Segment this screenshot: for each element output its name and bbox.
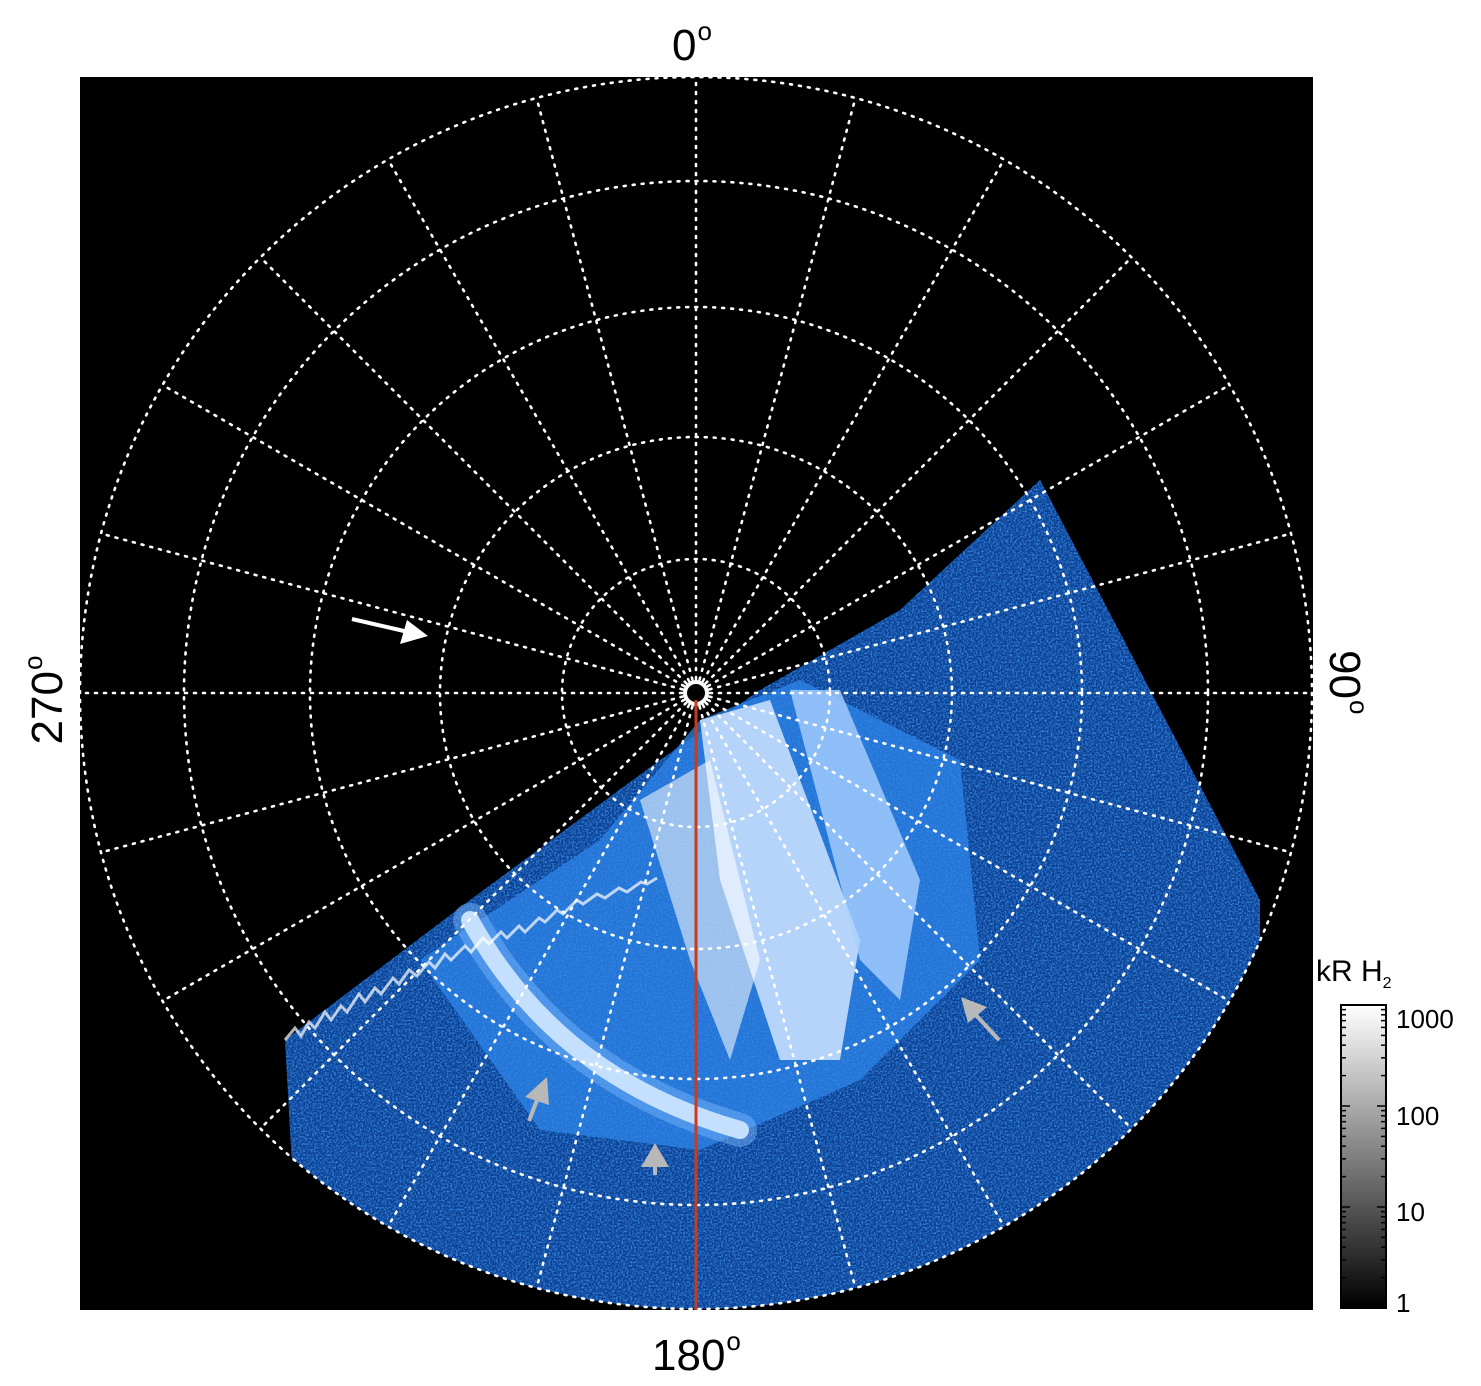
longitude-line (535, 705, 694, 1290)
longitude-line (386, 158, 691, 683)
pole-marker-dot (692, 689, 700, 697)
longitude-line (708, 532, 1293, 691)
colorbar-tick-label: 10 (1396, 1197, 1425, 1227)
longitude-label-0: 0o (672, 16, 712, 70)
aurora-bright-streak-2 (790, 690, 920, 1000)
colorbar-ticks (1341, 1004, 1386, 1309)
longitude-line (99, 532, 684, 691)
terminator-edge (283, 876, 658, 1041)
aurora-bright-streak-1 (700, 700, 860, 1060)
longitude-line (701, 158, 1006, 683)
longitude-line (704, 701, 1133, 1130)
arrow-gray-right (961, 997, 1001, 1042)
longitude-line (706, 698, 1231, 1003)
longitude-line (99, 695, 684, 854)
arrow-gray-bottom (641, 1143, 669, 1175)
longitude-line (706, 383, 1231, 688)
longitude-line (698, 96, 857, 681)
aurora-emission (283, 480, 1260, 1309)
arrow-gray-left (525, 1077, 549, 1122)
aurora-bright-streak-3 (640, 760, 760, 1060)
longitude-label-180: 180o (652, 1326, 741, 1380)
auroral-main-oval-glow (453, 903, 757, 1147)
longitude-line (386, 703, 691, 1228)
longitude-line (259, 701, 688, 1130)
longitude-line (708, 695, 1293, 854)
colorbar-tick-label: 1000 (1396, 1004, 1454, 1034)
colorbar-title: kR H2 (1316, 955, 1392, 992)
arrow-white (351, 617, 428, 644)
longitude-line (535, 96, 694, 681)
longitude-line (698, 705, 857, 1290)
longitude-line (161, 383, 686, 688)
colorbar-tick-label: 1 (1396, 1288, 1411, 1318)
colorbar-gradient (1340, 1004, 1387, 1309)
latitude-circle (78, 75, 1314, 1311)
longitude-line (701, 703, 1006, 1228)
longitude-line (704, 256, 1133, 685)
longitude-label-270: 270o (18, 655, 72, 745)
longitude-line (259, 256, 688, 685)
auroral-main-oval (461, 911, 749, 1139)
longitude-label-90: 90o (1320, 650, 1374, 715)
longitude-line (161, 698, 686, 1003)
colorbar-tick-label: 100 (1396, 1101, 1440, 1131)
